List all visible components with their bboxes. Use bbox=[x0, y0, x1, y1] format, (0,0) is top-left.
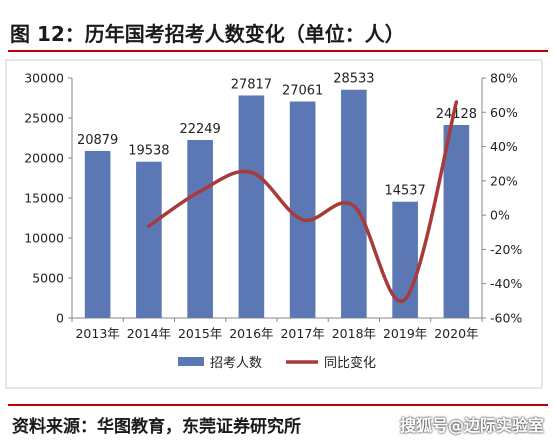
right-tick-label: -60% bbox=[490, 311, 522, 326]
left-tick-label: 25000 bbox=[24, 111, 64, 126]
right-tick-label: 60% bbox=[490, 105, 518, 120]
bar-data-label: 27817 bbox=[231, 77, 272, 92]
figure-title: 图 12：历年国考招考人数变化（单位：人） bbox=[10, 22, 405, 46]
left-tick-label: 20000 bbox=[24, 151, 64, 166]
legend-label-line: 同比变化 bbox=[324, 355, 376, 371]
bar-labels: 20879 19538 22249 27817 27061 28533 14537 24128 bbox=[77, 72, 477, 199]
left-tick-label: 15000 bbox=[24, 191, 64, 206]
right-tick-label: -20% bbox=[490, 242, 522, 257]
line-path bbox=[147, 100, 459, 304]
bar-data-label: 14537 bbox=[384, 184, 425, 199]
right-tick-label: 0% bbox=[490, 208, 510, 223]
bar-data-label: 28533 bbox=[333, 72, 374, 87]
x-tick-label: 2013年 bbox=[75, 326, 119, 341]
left-tick-label: 5000 bbox=[32, 271, 64, 286]
right-tick-label: -40% bbox=[490, 276, 522, 291]
right-tick-label: 80% bbox=[490, 71, 518, 86]
x-tick-label: 2019年 bbox=[383, 326, 427, 341]
left-axis: 0 5000 10000 15000 20000 25000 30000 bbox=[24, 71, 73, 326]
x-axis: 2013年 2014年 2015年 2016年 2017年 2018年 2019年 2020年 bbox=[71, 317, 483, 341]
x-tick-label: 2014年 bbox=[127, 326, 171, 341]
title-rule bbox=[8, 50, 548, 52]
x-tick-label: 2016年 bbox=[229, 326, 273, 341]
bar-data-label: 20879 bbox=[77, 133, 118, 148]
bar bbox=[136, 161, 162, 318]
legend: 招考人数 同比变化 bbox=[178, 355, 376, 371]
left-tick-label: 30000 bbox=[24, 71, 64, 86]
bar bbox=[443, 124, 470, 318]
right-tick-label: 20% bbox=[490, 173, 518, 188]
x-tick-label: 2015年 bbox=[178, 326, 222, 341]
left-tick-label: 0 bbox=[56, 311, 64, 326]
left-tick-label: 10000 bbox=[24, 231, 64, 246]
bar-data-label: 27061 bbox=[282, 84, 323, 99]
x-tick-label: 2017年 bbox=[280, 326, 324, 341]
x-tick-label: 2020年 bbox=[434, 326, 478, 341]
source-rule bbox=[8, 404, 548, 406]
bar bbox=[187, 140, 213, 318]
bar bbox=[289, 101, 316, 319]
right-axis: -60% -40% -20% 0% 20% 40% 60% 80% bbox=[481, 71, 522, 326]
source-note: 资料来源：华图教育，东莞证券研究所 bbox=[12, 417, 301, 437]
bar-data-label: 19538 bbox=[128, 144, 169, 159]
line-series bbox=[147, 100, 459, 304]
legend-label-bar: 招考人数 bbox=[210, 356, 262, 371]
chart-frame bbox=[5, 59, 543, 389]
legend-swatch-bar bbox=[178, 357, 204, 366]
watermark: 搜狐号@边际实验室 bbox=[399, 416, 544, 435]
x-tick-label: 2018年 bbox=[332, 326, 376, 341]
bar bbox=[84, 150, 111, 318]
bar-data-label: 22249 bbox=[179, 122, 220, 137]
bar bbox=[238, 95, 265, 318]
bar-data-label: 24128 bbox=[436, 107, 477, 122]
right-tick-label: 40% bbox=[490, 139, 518, 154]
